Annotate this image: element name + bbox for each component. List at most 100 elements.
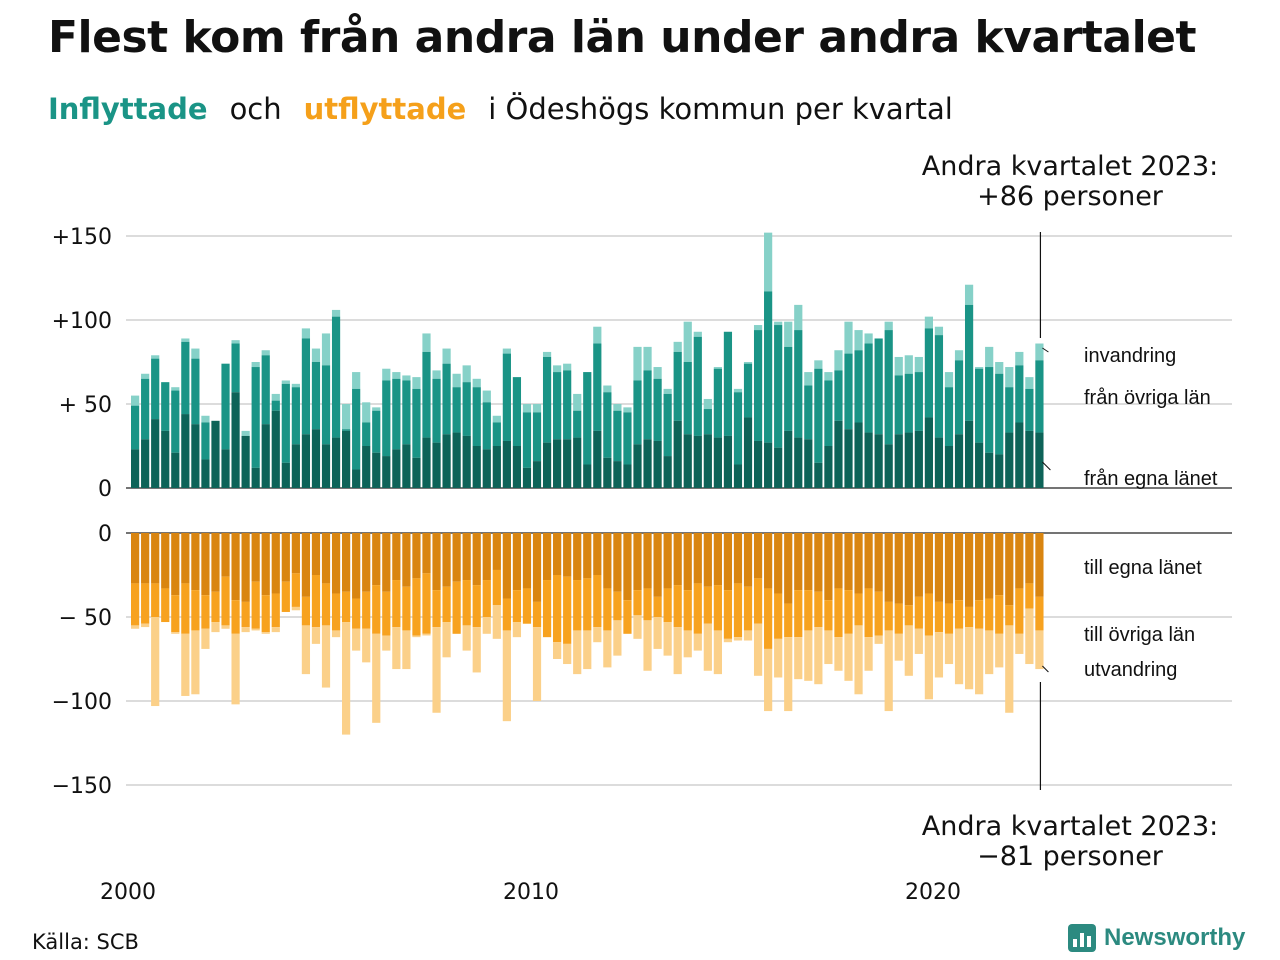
bar-inflow-immigration: [1035, 343, 1044, 361]
bar-outflow-own-county: [412, 533, 421, 579]
bar-inflow-other-county: [512, 377, 522, 446]
bar-inflow-own-county: [573, 437, 582, 488]
bar-inflow-own-county: [864, 432, 873, 488]
brand-name: Newsworthy: [1104, 924, 1246, 951]
bar-outflow-emigration: [683, 630, 692, 658]
bar-inflow-immigration: [422, 333, 431, 352]
bar-inflow-own-county: [703, 434, 712, 488]
bar-outflow-own-county: [131, 533, 140, 584]
bar-inflow-immigration: [683, 321, 692, 362]
bar-outflow-own-county: [261, 533, 270, 596]
bar-inflow-immigration: [774, 321, 783, 326]
bar-outflow-own-county: [201, 533, 210, 596]
bar-inflow-immigration: [472, 378, 481, 388]
bar-outflow-other-county: [412, 578, 421, 636]
bar-inflow-immigration: [462, 365, 471, 383]
bar-outflow-other-county: [995, 595, 1004, 634]
bar-outflow-other-county: [542, 580, 552, 638]
bar-outflow-own-county: [774, 533, 783, 594]
bar-outflow-other-county: [623, 600, 632, 634]
bar-outflow-other-county: [331, 593, 341, 631]
bar-outflow-other-county: [733, 583, 743, 638]
bar-outflow-other-county: [462, 580, 471, 626]
bar-outflow-other-county: [753, 578, 763, 624]
bar-outflow-emigration: [181, 633, 190, 696]
bar-outflow-emigration: [241, 627, 250, 633]
bar-inflow-own-county: [191, 424, 200, 488]
bar-outflow-other-county: [954, 600, 964, 629]
bar-outflow-emigration: [613, 620, 622, 656]
bar-outflow-other-county: [321, 583, 331, 626]
bar-inflow-own-county: [794, 437, 803, 488]
bar-inflow-immigration: [844, 321, 853, 354]
bar-inflow-other-county: [452, 387, 461, 433]
bar-outflow-emigration: [864, 637, 873, 671]
bar-inflow-other-county: [472, 387, 481, 446]
bar-outflow-other-county: [713, 585, 722, 631]
bar-outflow-own-county: [633, 533, 642, 591]
bar-outflow-other-county: [231, 600, 240, 634]
bar-inflow-own-county: [824, 446, 833, 488]
bar-inflow-own-county: [311, 429, 321, 488]
bar-inflow-immigration: [362, 402, 371, 423]
bar-outflow-own-county: [291, 533, 300, 574]
bar-inflow-own-county: [804, 439, 813, 488]
bar-inflow-immigration: [623, 407, 632, 413]
bar-outflow-own-county: [884, 533, 893, 602]
bar-inflow-own-county: [522, 467, 532, 488]
bar-outflow-own-county: [432, 533, 441, 591]
bar-inflow-other-county: [794, 330, 803, 438]
bar-outflow-other-county: [874, 591, 883, 636]
bar-inflow-other-county: [894, 375, 903, 435]
bar-inflow-own-county: [482, 449, 491, 488]
bar-inflow-own-county: [392, 449, 401, 488]
bar-inflow-immigration: [532, 404, 542, 413]
bar-inflow-other-county: [331, 316, 341, 438]
bar-outflow-emigration: [432, 627, 441, 713]
bar-outflow-other-county: [1025, 583, 1034, 609]
y-tick-label-outflow: −150: [52, 774, 112, 799]
bar-outflow-emigration: [894, 633, 903, 661]
bar-inflow-other-county: [683, 362, 692, 435]
bar-outflow-other-county: [643, 588, 652, 621]
bar-outflow-emigration: [934, 632, 944, 678]
bar-inflow-other-county: [563, 370, 572, 440]
bar-outflow-other-county: [372, 585, 381, 634]
bar-outflow-emigration: [583, 630, 592, 670]
bar-inflow-own-county: [854, 422, 863, 488]
bar-outflow-other-county: [201, 595, 210, 629]
bar-inflow-other-county: [723, 331, 733, 436]
subtitle-and: och: [229, 92, 282, 126]
bar-outflow-own-county: [794, 533, 803, 591]
bar-inflow-immigration: [784, 321, 793, 347]
bar-inflow-immigration: [492, 415, 501, 423]
bar-outflow-own-county: [713, 533, 722, 586]
bar-outflow-own-county: [934, 533, 944, 602]
label-tick: [1042, 665, 1049, 673]
series-label-till-ovriga-lan: till övriga län: [1084, 624, 1195, 646]
bar-outflow-emigration: [171, 632, 180, 634]
bar-outflow-other-county: [291, 573, 300, 607]
bar-outflow-other-county: [1035, 596, 1044, 631]
bar-outflow-own-county: [1025, 533, 1034, 584]
bar-inflow-own-county: [502, 440, 511, 488]
bar-outflow-other-county: [512, 590, 522, 623]
bar-inflow-immigration: [251, 362, 260, 368]
bar-inflow-immigration: [673, 341, 682, 352]
bar-inflow-own-county: [985, 452, 994, 488]
bar-outflow-other-county: [593, 575, 602, 628]
bar-inflow-immigration: [864, 333, 873, 344]
bar-inflow-other-county: [261, 355, 270, 425]
bar-inflow-own-county: [151, 419, 160, 488]
bar-inflow-own-county: [593, 430, 602, 488]
bar-inflow-other-county: [271, 400, 280, 411]
bar-outflow-emigration: [221, 625, 230, 629]
bar-inflow-other-county: [583, 372, 592, 465]
bar-outflow-own-county: [171, 533, 180, 596]
bar-outflow-emigration: [975, 628, 984, 695]
bar-inflow-other-county: [995, 373, 1004, 455]
bar-outflow-own-county: [904, 533, 913, 606]
bar-inflow-other-county: [743, 363, 753, 418]
bar-inflow-immigration: [291, 383, 300, 388]
bar-inflow-other-county: [442, 363, 451, 435]
